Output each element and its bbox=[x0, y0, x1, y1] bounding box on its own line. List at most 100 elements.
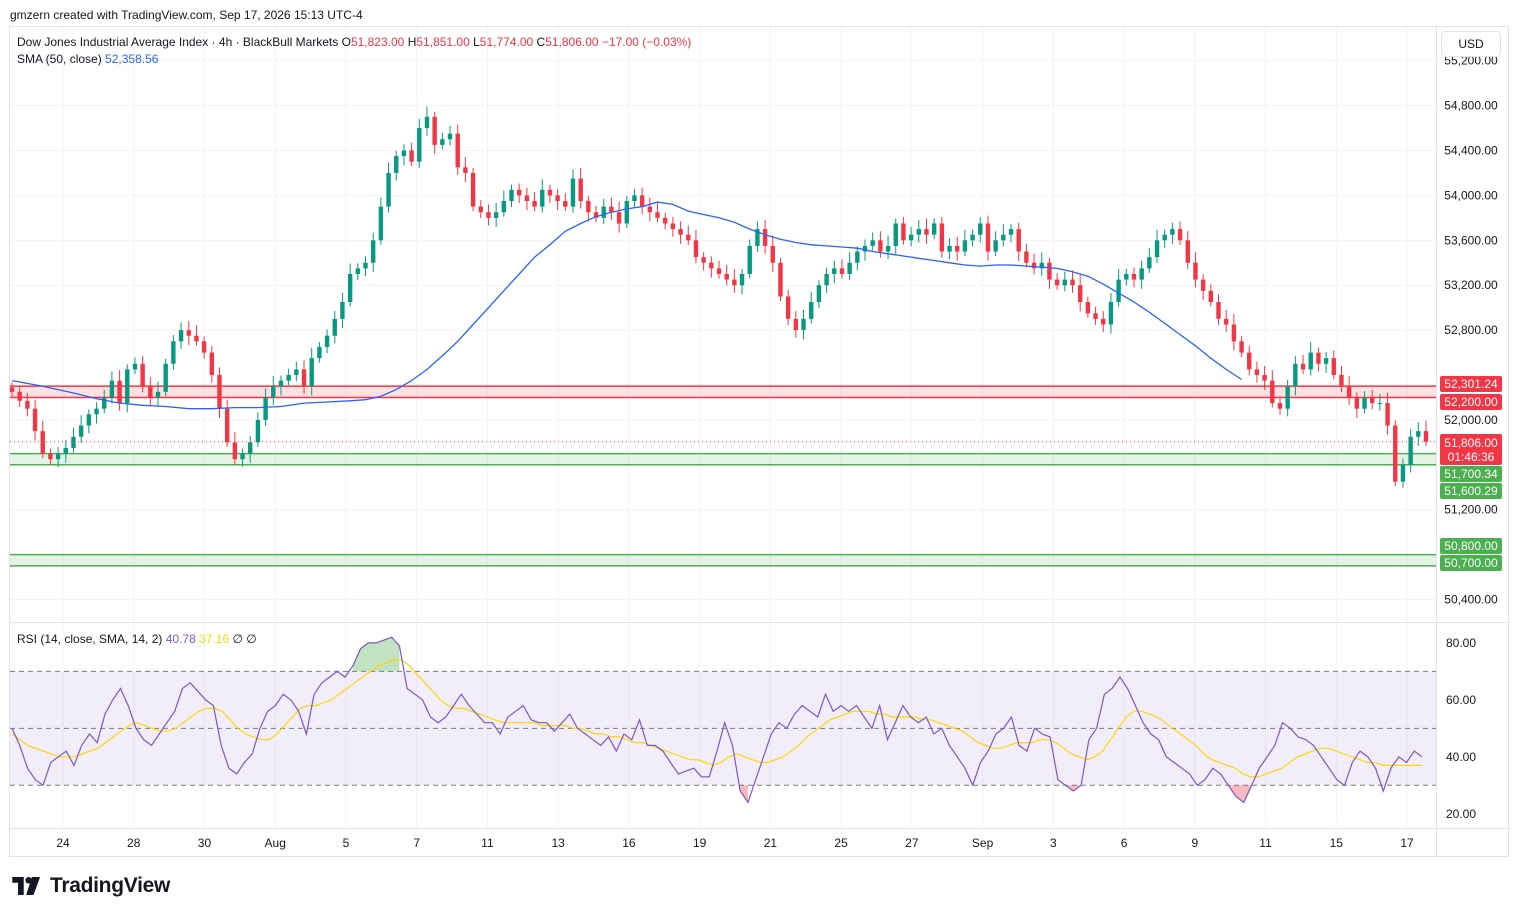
candle-body bbox=[1239, 341, 1244, 353]
candle-body bbox=[778, 262, 783, 297]
candle-body bbox=[1147, 257, 1152, 269]
candle-body bbox=[332, 318, 337, 336]
tradingview-brand[interactable]: TradingView bbox=[12, 874, 170, 898]
candle-body bbox=[1193, 262, 1198, 280]
rsi-label: RSI (14, close, SMA, 14, 2) bbox=[17, 632, 163, 646]
candle-body bbox=[1024, 251, 1029, 263]
candle-body bbox=[586, 201, 591, 213]
candle-body bbox=[1346, 386, 1352, 398]
candle-body bbox=[762, 229, 768, 246]
candle-body bbox=[693, 240, 699, 258]
sma-legend[interactable]: SMA (50, close) 52,358.56 bbox=[17, 52, 158, 66]
candle-body bbox=[1124, 273, 1129, 280]
candle-body bbox=[102, 397, 107, 409]
time-tick-label: 27 bbox=[905, 836, 919, 850]
candle-body bbox=[655, 212, 660, 218]
candle-body bbox=[1393, 425, 1398, 482]
high-value: 51,851.00 bbox=[416, 35, 470, 49]
candle-body bbox=[1254, 369, 1260, 376]
candle-body bbox=[201, 341, 207, 353]
candle-body bbox=[1170, 229, 1175, 235]
time-tick-label: 17 bbox=[1400, 836, 1414, 850]
candle-body bbox=[340, 302, 345, 319]
candle-body bbox=[555, 195, 560, 202]
candle-body bbox=[1377, 403, 1383, 405]
candle-body bbox=[624, 201, 629, 224]
time-tick-label: 16 bbox=[622, 836, 636, 850]
zone-price-tag bbox=[1440, 466, 1502, 482]
candle-body bbox=[1285, 386, 1290, 409]
candle-body bbox=[893, 223, 898, 246]
candle-body bbox=[847, 262, 852, 274]
candle-body bbox=[1331, 358, 1336, 376]
candle-body bbox=[309, 358, 314, 387]
zone-resistance bbox=[10, 386, 1436, 398]
candle-body bbox=[601, 206, 606, 218]
close-label: C bbox=[536, 35, 546, 49]
zone-price-tag-label: 50,700.00 bbox=[1444, 556, 1498, 570]
time-tick-label: 3 bbox=[1050, 836, 1057, 850]
candle-body bbox=[839, 268, 845, 274]
candle-body bbox=[478, 206, 483, 213]
symbol-title[interactable]: Dow Jones Industrial Average Index · 4h … bbox=[17, 35, 339, 49]
time-tick-label: 5 bbox=[343, 836, 350, 850]
candle-body bbox=[1154, 240, 1160, 258]
price-tick-label: 51,200.00 bbox=[1444, 503, 1498, 517]
candle-body bbox=[1108, 302, 1114, 325]
candle-body bbox=[1070, 279, 1075, 286]
price-tick-label: 50,400.00 bbox=[1444, 593, 1498, 607]
candle-body bbox=[732, 279, 737, 286]
candle-body bbox=[870, 240, 875, 246]
candle-body bbox=[240, 453, 245, 460]
price-tick-label: 54,000.00 bbox=[1444, 188, 1498, 202]
time-tick-label: Aug bbox=[265, 836, 286, 850]
price-legend: Dow Jones Industrial Average Index · 4h … bbox=[17, 35, 691, 49]
candle-body bbox=[347, 273, 353, 303]
time-tick-label: 9 bbox=[1191, 836, 1198, 850]
candle-body bbox=[801, 318, 806, 331]
time-tick-label: 7 bbox=[413, 836, 420, 850]
rsi-value: 40.78 bbox=[165, 632, 196, 646]
zone-price-tag bbox=[1440, 394, 1502, 410]
candle-body bbox=[1370, 397, 1375, 404]
candle-body bbox=[1323, 358, 1329, 364]
candle-body bbox=[670, 223, 676, 230]
zone-price-tag bbox=[1440, 538, 1502, 554]
candle-body bbox=[993, 240, 998, 252]
candle-body bbox=[809, 302, 814, 319]
candle-body bbox=[1216, 302, 1221, 319]
candle-body bbox=[178, 330, 184, 342]
candle-body bbox=[378, 206, 384, 241]
candle-body bbox=[301, 369, 307, 387]
chart-credit: gmzern created with TradingView.com, Sep… bbox=[10, 8, 363, 22]
chart-frame bbox=[9, 26, 1509, 857]
rsi-legend[interactable]: RSI (14, close, SMA, 14, 2) 40.78 37.16 … bbox=[17, 632, 257, 646]
candle-body bbox=[71, 436, 76, 448]
currency-selector[interactable]: USD bbox=[1441, 31, 1501, 57]
time-tick-label: 19 bbox=[693, 836, 707, 850]
rsi-extra-1: ∅ bbox=[232, 632, 243, 646]
open-value: 51,823.00 bbox=[350, 35, 405, 49]
candle-body bbox=[324, 335, 330, 347]
zone-support bbox=[10, 453, 1436, 465]
time-tick-label: 13 bbox=[551, 836, 565, 850]
candle-body bbox=[1093, 313, 1098, 319]
candle-body bbox=[516, 189, 522, 196]
candle-body bbox=[171, 341, 176, 364]
price-tick-label: 53,200.00 bbox=[1444, 278, 1498, 292]
candle-body bbox=[1293, 363, 1298, 387]
candle-body bbox=[978, 223, 983, 235]
candle-body bbox=[593, 212, 599, 218]
rsi-tick-label: 20.00 bbox=[1446, 807, 1476, 821]
candle-body bbox=[232, 442, 238, 460]
candle-body bbox=[547, 189, 553, 196]
candle-body bbox=[86, 414, 92, 426]
candle-body bbox=[224, 408, 230, 443]
candle-body bbox=[1339, 375, 1344, 387]
candle-body bbox=[1385, 403, 1390, 426]
candle-body bbox=[540, 189, 545, 207]
candle-body bbox=[1423, 431, 1429, 442]
last-price-tag bbox=[1440, 434, 1502, 465]
low-label: L bbox=[473, 35, 480, 49]
